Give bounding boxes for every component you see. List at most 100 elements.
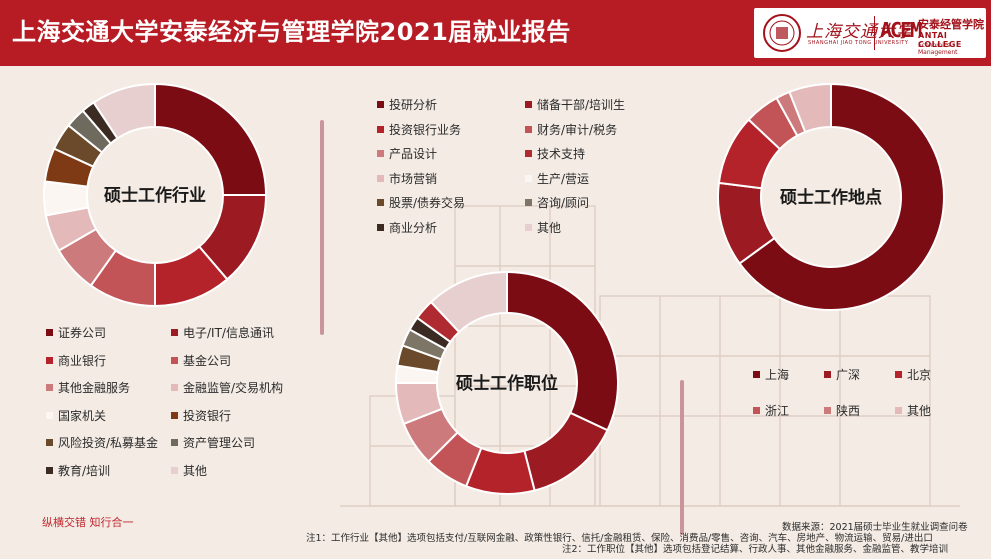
location-slice-0 [738, 82, 945, 311]
industry-legend-swatch [46, 356, 53, 364]
industry-legend-swatch [171, 411, 178, 419]
location-legend-swatch [895, 407, 902, 414]
position-legend-label: 市场营销 [389, 171, 438, 186]
industry-legend-label: 资产管理公司 [183, 436, 256, 450]
location-legend-label: 北京 [907, 368, 932, 382]
industry-legend-label: 教育/培训 [58, 463, 111, 478]
antai-name-en: ANTAI COLLEGE [918, 31, 962, 49]
position-legend-item: 产品设计 [377, 145, 437, 162]
location-legend-item: 北京 [895, 366, 931, 383]
position-legend-item: 商业分析 [377, 219, 437, 236]
industry-legend-label: 风险投资/私募基金 [58, 436, 159, 450]
divider-left [320, 120, 324, 335]
logo-divider [874, 16, 875, 50]
location-legend-label: 浙江 [765, 404, 790, 418]
position-legend-swatch [525, 101, 532, 108]
position-legend-swatch [377, 101, 384, 108]
location-legend-swatch [753, 371, 760, 378]
location-legend-swatch [753, 407, 760, 414]
slogan-text: 纵横交错 知行合一 [42, 516, 134, 529]
industry-slice-0 [154, 82, 268, 196]
position-chart-title: 硕士工作职位 [456, 373, 558, 394]
location-slice-5 [788, 82, 832, 134]
industry-legend-item: 电子/IT/信息通讯 [171, 324, 274, 341]
position-legend-swatch [525, 125, 532, 133]
location-legend-swatch [824, 371, 831, 378]
industry-legend-item: 金融监管/交易机构 [171, 379, 283, 396]
location-legend-label: 上海 [765, 368, 790, 382]
industry-legend-swatch [46, 439, 53, 446]
footnote-2: 注2：工作职位【其他】选项包括登记结算、行政人事、其他金融服务、金融监管、教学培… [562, 544, 949, 555]
industry-legend-label: 证券公司 [58, 326, 107, 340]
industry-legend-swatch [171, 329, 178, 336]
industry-legend-item: 风险投资/私募基金 [46, 434, 158, 451]
industry-legend-item: 其他 [171, 462, 207, 479]
location-legend-item: 上海 [753, 366, 789, 383]
position-legend-swatch [525, 223, 532, 231]
position-legend-label: 财务/审计/税务 [537, 122, 618, 137]
position-legend-swatch [525, 199, 532, 206]
industry-slice-11 [92, 82, 156, 140]
position-legend-item: 储备干部/培训生 [525, 96, 625, 113]
position-slice-11 [429, 270, 508, 334]
industry-legend-item: 其他金融服务 [46, 379, 130, 396]
position-slice-1 [523, 411, 609, 492]
position-legend-label: 产品设计 [389, 147, 438, 161]
sjtu-seal-icon [763, 14, 801, 52]
position-legend-item: 投资银行业务 [377, 121, 461, 138]
industry-legend-label: 其他金融服务 [58, 381, 131, 395]
industry-legend-swatch [171, 439, 178, 446]
position-legend-swatch [377, 150, 384, 157]
industry-legend-swatch [171, 384, 178, 391]
position-legend-label: 商业分析 [389, 220, 438, 235]
position-legend-label: 其他 [537, 220, 562, 235]
position-legend-swatch [377, 125, 384, 133]
industry-legend-label: 金融监管/交易机构 [183, 381, 284, 395]
position-legend-label: 投资银行业务 [389, 122, 462, 137]
position-legend-swatch [525, 150, 532, 157]
location-chart-title: 硕士工作地点 [780, 187, 882, 208]
industry-legend-swatch [46, 466, 53, 474]
industry-legend-label: 电子/IT/信息通讯 [183, 326, 274, 340]
location-legend-item: 其他 [895, 402, 931, 419]
location-legend-swatch [895, 371, 902, 378]
data-source-note: 数据来源：2021届硕士毕业生就业调查问卷 [782, 522, 968, 533]
industry-legend-swatch [171, 356, 178, 364]
position-legend-item: 咨询/顾问 [525, 194, 589, 211]
position-legend-item: 财务/审计/税务 [525, 121, 617, 138]
location-legend-label: 广深 [836, 368, 861, 382]
position-legend-item: 投研分析 [377, 96, 437, 113]
industry-legend-label: 其他 [183, 463, 208, 478]
acem-logo: ACEM [880, 18, 922, 42]
industry-chart-title: 硕士工作行业 [104, 185, 206, 206]
industry-legend-label: 基金公司 [183, 353, 232, 368]
position-legend-item: 技术支持 [525, 145, 585, 162]
location-legend-item: 广深 [824, 366, 860, 383]
industry-legend-swatch [46, 411, 53, 419]
industry-legend-swatch [171, 466, 178, 474]
position-legend-label: 投研分析 [389, 98, 438, 112]
page-title: 上海交通大学安泰经济与管理学院2021届就业报告 [12, 18, 571, 46]
location-legend-label: 其他 [907, 404, 932, 418]
position-legend-swatch [377, 174, 384, 182]
antai-subtitle-en: Economics · Management [918, 42, 958, 56]
location-legend-item: 浙江 [753, 402, 789, 419]
position-legend-label: 技术支持 [537, 147, 586, 161]
industry-legend-item: 投资银行 [171, 407, 231, 424]
position-legend-swatch [525, 174, 532, 182]
industry-legend-label: 商业银行 [58, 353, 107, 368]
divider-middle [680, 380, 684, 535]
industry-legend-label: 国家机关 [58, 408, 107, 423]
position-legend-item: 股票/债券交易 [377, 194, 465, 211]
industry-legend-swatch [46, 384, 53, 391]
industry-legend-swatch [46, 329, 53, 336]
position-legend-label: 咨询/顾问 [537, 196, 590, 210]
industry-legend-label: 投资银行 [183, 408, 232, 423]
position-legend-item: 市场营销 [377, 170, 437, 187]
industry-legend-item: 基金公司 [171, 352, 231, 369]
position-slice-0 [506, 270, 619, 432]
header-bar: 上海交通大学安泰经济与管理学院2021届就业报告 上海交通大学 SHANGHAI… [0, 0, 991, 66]
industry-legend-item: 资产管理公司 [171, 434, 255, 451]
position-legend-label: 股票/债券交易 [389, 196, 466, 210]
